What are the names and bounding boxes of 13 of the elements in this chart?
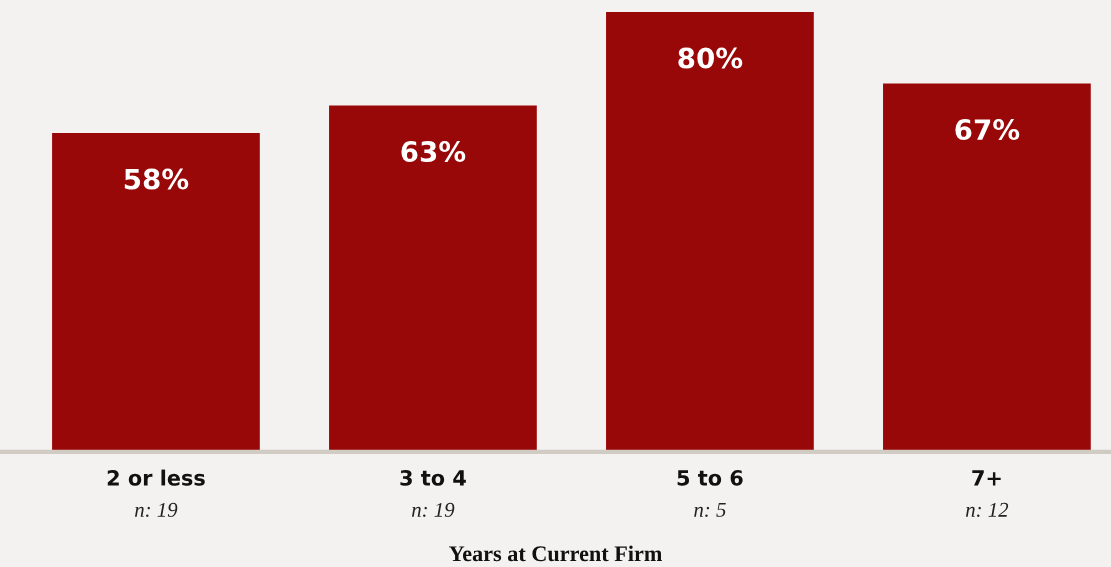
bar [329,105,537,452]
bar [52,132,260,452]
x-tick-label: 2 or less n: 19 [107,469,205,517]
data-label: 63% [401,141,466,163]
x-axis-title: Years at Current Firm [449,545,662,562]
data-label: 80% [678,47,743,69]
x-tick-label: 3 to 4 n: 19 [400,469,466,517]
bar [606,11,814,452]
x-tick-label: 7+ n: 12 [965,470,1009,517]
data-label: 58% [124,168,189,190]
data-label: 67% [955,119,1020,141]
bar [883,83,1091,452]
x-tick-label: 5 to 6 n: 5 [677,469,743,517]
